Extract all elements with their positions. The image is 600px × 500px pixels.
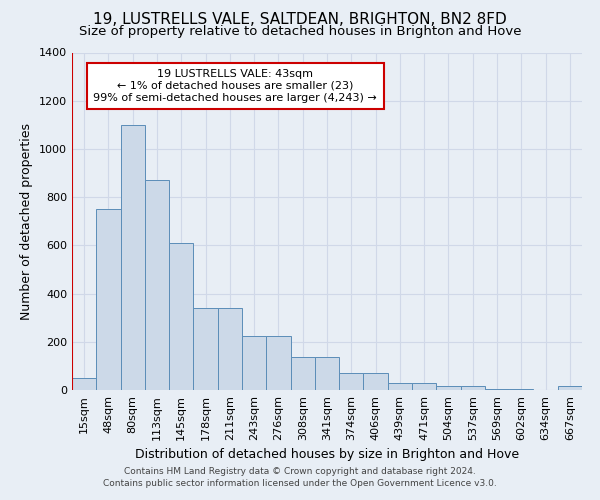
Bar bbox=[412, 383, 436, 390]
Y-axis label: Number of detached properties: Number of detached properties bbox=[20, 122, 34, 320]
X-axis label: Distribution of detached houses by size in Brighton and Hove: Distribution of detached houses by size … bbox=[135, 448, 519, 461]
Text: Contains HM Land Registry data © Crown copyright and database right 2024.
Contai: Contains HM Land Registry data © Crown c… bbox=[103, 466, 497, 487]
Bar bbox=[242, 336, 266, 390]
Bar bbox=[558, 386, 582, 390]
Text: 19, LUSTRELLS VALE, SALTDEAN, BRIGHTON, BN2 8FD: 19, LUSTRELLS VALE, SALTDEAN, BRIGHTON, … bbox=[93, 12, 507, 28]
Bar bbox=[169, 243, 193, 390]
Bar bbox=[121, 125, 145, 390]
Bar bbox=[145, 180, 169, 390]
Bar bbox=[461, 386, 485, 390]
Text: 19 LUSTRELLS VALE: 43sqm
← 1% of detached houses are smaller (23)
99% of semi-de: 19 LUSTRELLS VALE: 43sqm ← 1% of detache… bbox=[94, 70, 377, 102]
Bar bbox=[72, 378, 96, 390]
Text: Size of property relative to detached houses in Brighton and Hove: Size of property relative to detached ho… bbox=[79, 25, 521, 38]
Bar bbox=[339, 373, 364, 390]
Bar bbox=[193, 308, 218, 390]
Bar bbox=[315, 358, 339, 390]
Bar bbox=[436, 386, 461, 390]
Bar bbox=[96, 209, 121, 390]
Bar bbox=[364, 373, 388, 390]
Bar bbox=[388, 383, 412, 390]
Bar bbox=[266, 336, 290, 390]
Bar bbox=[290, 358, 315, 390]
Bar bbox=[485, 389, 509, 390]
Bar bbox=[509, 389, 533, 390]
Bar bbox=[218, 308, 242, 390]
